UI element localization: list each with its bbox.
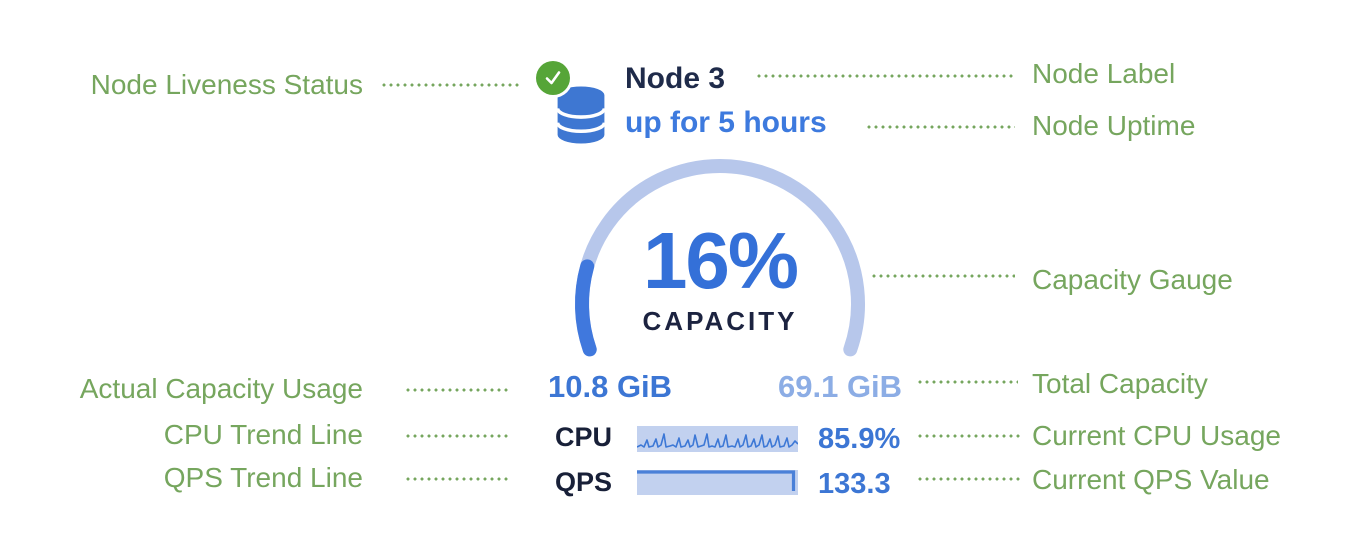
- gauge-caption: CAPACITY: [642, 306, 798, 336]
- qps-trend-chart: [637, 470, 796, 491]
- cpu-value: 85.9%: [818, 423, 901, 455]
- leader-line-cpu-trend: [406, 434, 508, 438]
- annotation-qps-trend-line: QPS Trend Line: [163, 462, 363, 493]
- database-icon: [555, 86, 607, 144]
- leader-line-current-cpu: [918, 434, 1020, 438]
- annotation-node-uptime: Node Uptime: [1032, 110, 1196, 141]
- annotation-node-liveness-status: Node Liveness Status: [90, 69, 363, 100]
- checkmark-glyph: [545, 71, 561, 85]
- gauge-percent: 16%: [642, 216, 799, 305]
- gauge-progress-arc: [575, 259, 597, 357]
- annotation-current-cpu-usage: Current CPU Usage: [1032, 420, 1281, 451]
- leader-line-node-label: [757, 74, 1015, 78]
- qps-label: QPS: [555, 467, 613, 497]
- used-capacity-value: 10.8 GiB: [548, 369, 673, 404]
- leader-line-current-qps: [918, 477, 1020, 481]
- annotation-total-capacity: Total Capacity: [1032, 368, 1208, 399]
- total-capacity-value: 69.1 GiB: [778, 369, 903, 404]
- leader-line-total-capacity: [918, 380, 1018, 384]
- cpu-sparkline: [637, 426, 798, 452]
- annotation-current-qps-value: Current QPS Value: [1032, 464, 1270, 495]
- node-name: Node 3: [625, 62, 726, 95]
- annotation-node-label: Node Label: [1032, 58, 1176, 89]
- leader-line-node-liveness: [382, 83, 522, 87]
- leader-line-actual-capacity: [406, 388, 508, 392]
- leader-line-node-uptime: [867, 125, 1015, 129]
- leader-line-capacity-gauge: [872, 274, 1015, 278]
- node-uptime: up for 5 hours: [625, 106, 827, 139]
- cpu-sparkline-chart: [637, 433, 798, 448]
- qps-value: 133.3: [818, 468, 891, 500]
- annotation-actual-capacity-usage: Actual Capacity Usage: [79, 373, 363, 404]
- capacity-gauge-arc: [575, 158, 865, 357]
- annotation-capacity-gauge: Capacity Gauge: [1032, 264, 1233, 295]
- cpu-label: CPU: [555, 422, 613, 452]
- liveness-check-icon: [536, 61, 570, 95]
- leader-line-qps-trend: [406, 477, 508, 481]
- annotation-cpu-trend-line: CPU Trend Line: [163, 419, 363, 450]
- qps-bar: [637, 470, 798, 495]
